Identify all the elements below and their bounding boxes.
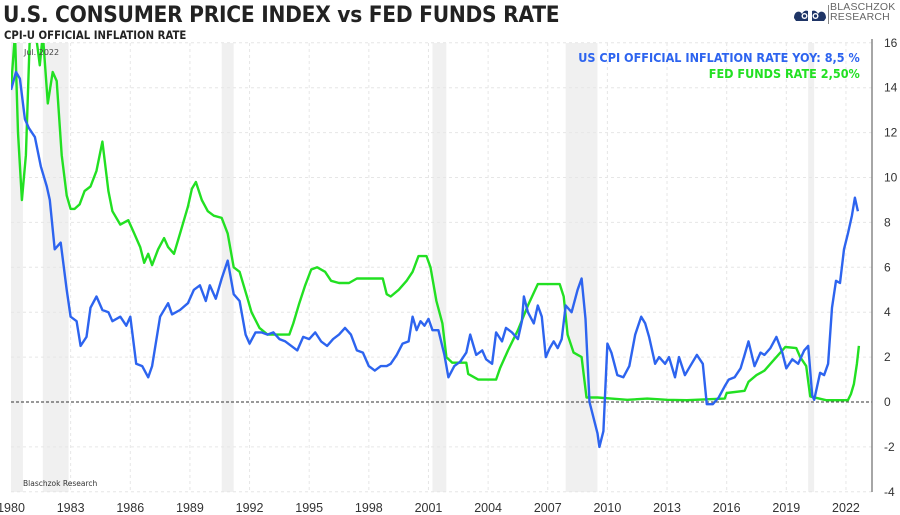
y-tick-label: 12 <box>884 126 898 140</box>
y-tick-label: 10 <box>884 171 898 185</box>
y-tick-label: 0 <box>884 395 891 409</box>
x-tick-label: 1983 <box>57 501 85 515</box>
recession-band <box>11 43 23 492</box>
gridlines <box>11 42 872 493</box>
x-tick-label: 2004 <box>474 501 502 515</box>
brand-line-1: BLASCHZOK <box>830 1 896 13</box>
legend-cpi: US CPI OFFICIAL INFLATION RATE YOY: 8,5 … <box>578 50 860 65</box>
x-tick-label: 2016 <box>713 501 741 515</box>
x-tick-label: 1995 <box>295 501 323 515</box>
chart-subtitle: CPI-U OFFICIAL INFLATION RATE <box>4 28 187 42</box>
date-annotation: Jul. 2022 <box>23 48 59 57</box>
x-tick-label: 1989 <box>176 501 204 515</box>
x-tick-label: 1986 <box>116 501 144 515</box>
y-tick-label: 8 <box>884 215 891 229</box>
legend-fed-funds: FED FUNDS RATE 2,50% <box>708 66 860 81</box>
x-tick-label: 2007 <box>534 501 562 515</box>
brand-line-2: RESEARCH <box>830 11 890 23</box>
watermark-label: Blaschzok Research <box>23 479 98 488</box>
y-tick-label: 2 <box>884 350 891 364</box>
x-tick-label: 2010 <box>593 501 621 515</box>
cpi-series-line <box>11 70 860 449</box>
x-tick-label: 1998 <box>355 501 383 515</box>
x-tick-label: 2022 <box>832 501 860 515</box>
fed-funds-series-line <box>11 43 861 402</box>
brand-name: BLASCHZOK RESEARCH <box>830 1 896 23</box>
x-tick-label: 2019 <box>772 501 800 515</box>
blaschzok-logo-icon <box>794 5 829 24</box>
y-tick-label: -4 <box>884 485 895 499</box>
x-tick-label: 2001 <box>415 501 443 515</box>
x-tick-label: 1992 <box>236 501 264 515</box>
x-tick-labels: 1980 1983 1986 1989 1992 1995 1998 2001 2004 2007… <box>0 501 860 515</box>
y-tick-label: 16 <box>884 36 898 50</box>
series-lines <box>11 43 861 449</box>
y-tick-label: 6 <box>884 260 891 274</box>
y-tick-label: -2 <box>884 440 895 454</box>
y-tick-label: 4 <box>884 305 891 319</box>
y-tick-labels: -4 -2 0 2 4 6 8 10 12 14 16 <box>884 36 898 499</box>
y-tick-label: 14 <box>884 81 898 95</box>
x-tick-label: 2013 <box>653 501 681 515</box>
chart-title: U.S. CONSUMER PRICE INDEX vs FED FUNDS R… <box>3 3 560 28</box>
x-tick-label: 1980 <box>0 501 25 515</box>
